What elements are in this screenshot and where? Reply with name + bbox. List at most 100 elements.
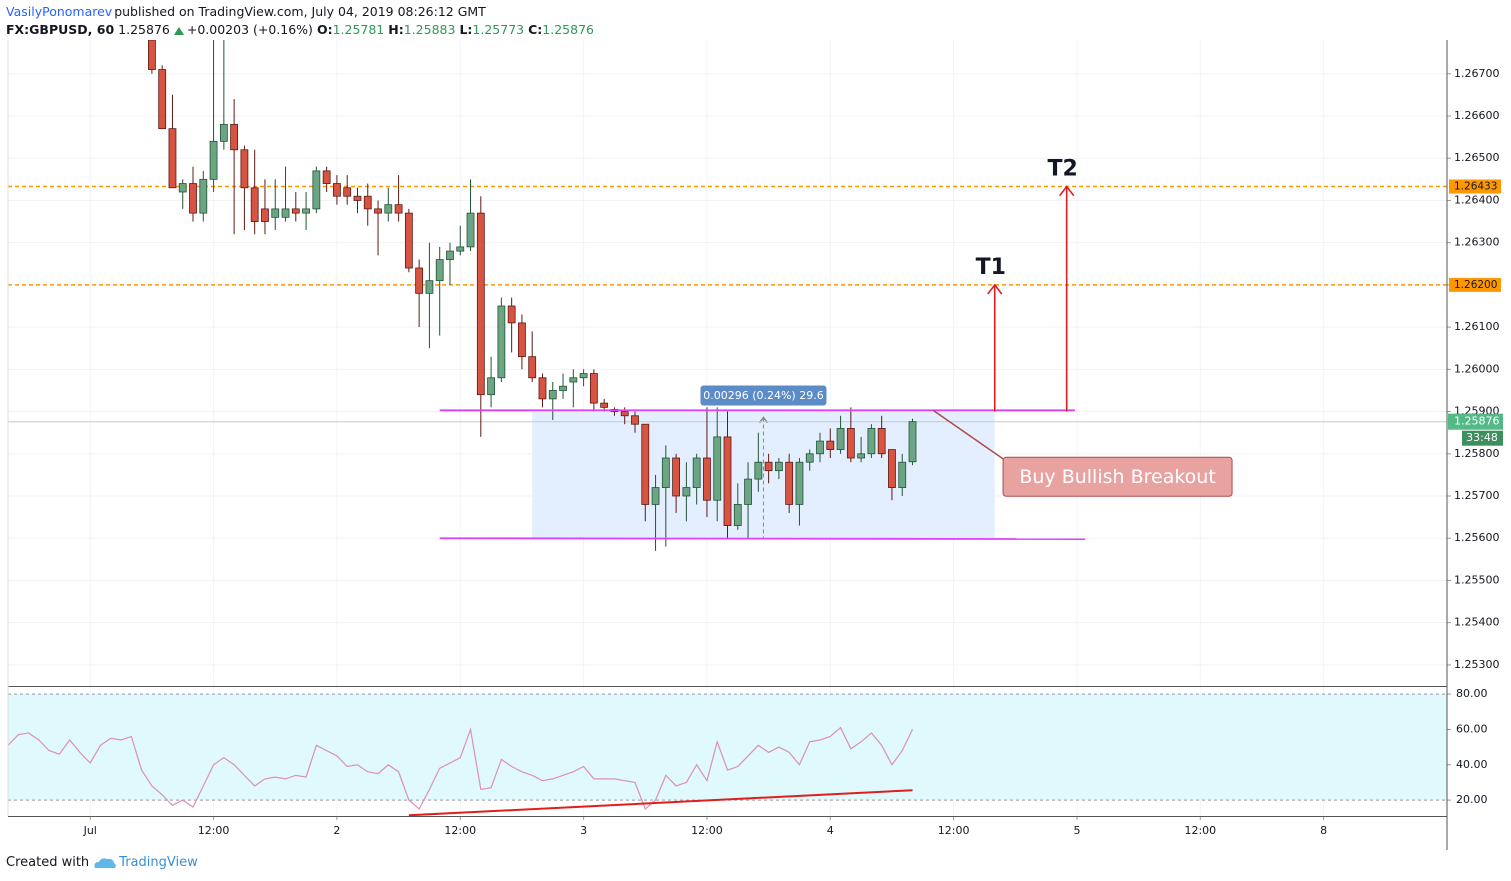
candle-body xyxy=(589,373,598,404)
candle-body xyxy=(343,187,352,197)
candle-body xyxy=(291,208,300,214)
candle-body xyxy=(600,402,609,408)
y-tick-label: 1.25400 xyxy=(1454,616,1500,629)
x-tick-label: 2 xyxy=(333,824,340,837)
y-tick-label: 1.25600 xyxy=(1454,531,1500,544)
level-tag-label: 1.26200 xyxy=(1454,279,1497,291)
candle-body xyxy=(384,204,393,214)
candle-body xyxy=(548,390,557,400)
trend-line xyxy=(439,537,1086,540)
candle-body xyxy=(744,478,752,505)
candle-body xyxy=(733,504,742,526)
candle-body xyxy=(333,183,341,197)
candle-body xyxy=(487,377,495,396)
level-tag xyxy=(1449,277,1501,292)
candle-body xyxy=(168,128,177,189)
x-tick-label: 5 xyxy=(1073,824,1080,837)
candle-body xyxy=(754,461,763,480)
candle-body xyxy=(672,457,681,497)
x-tick-label: Jul xyxy=(83,824,97,837)
countdown-label: 33:48 xyxy=(1466,431,1498,444)
candle-body xyxy=(898,461,907,488)
candle-body xyxy=(795,461,804,505)
x-tick-label: 12:00 xyxy=(444,824,476,837)
candle-body xyxy=(877,428,886,455)
candle-body xyxy=(230,124,239,151)
close-label: C: xyxy=(528,22,543,37)
candle-body xyxy=(559,385,567,391)
last-price: 1.25876 xyxy=(118,22,170,37)
candle-body xyxy=(189,183,197,214)
last-price-tag-label: 1.25876 xyxy=(1454,415,1500,428)
candle-body xyxy=(456,246,465,252)
logo-icon xyxy=(94,857,116,868)
candle-body xyxy=(302,208,310,214)
y-tick-label: 1.26300 xyxy=(1454,236,1500,249)
candle-body xyxy=(867,428,876,455)
y-tick-label: 1.26000 xyxy=(1454,362,1500,375)
x-tick-label: 12:00 xyxy=(938,824,970,837)
y-tick-label: 1.25300 xyxy=(1454,658,1500,671)
price-plot: 0.00296 (0.24%) 29.6 T1 T2 Buy Bullish Brea… xyxy=(8,40,1447,551)
candle-body xyxy=(158,69,167,130)
candle-body xyxy=(703,457,711,501)
arrow-head xyxy=(758,416,769,424)
arrow-head xyxy=(987,283,1003,295)
arrow-head xyxy=(1059,185,1075,197)
change: +0.00203 (+0.16%) xyxy=(186,22,313,37)
y-tick-label: 1.25700 xyxy=(1454,489,1500,502)
candle-body xyxy=(363,195,372,210)
rsi-band xyxy=(8,694,1447,801)
candle-body xyxy=(497,305,506,379)
candle-body xyxy=(528,356,537,379)
candle-body xyxy=(826,440,835,450)
open-label: O: xyxy=(316,22,333,37)
range-label: 0.00296 (0.24%) 29.6 xyxy=(703,389,824,402)
candle-body xyxy=(240,149,249,189)
created-with: Created with xyxy=(6,855,90,870)
candle-body xyxy=(353,195,362,201)
x-tick-label: 12:00 xyxy=(198,824,230,837)
y-tick-label: 20.00 xyxy=(1456,793,1488,806)
candle-body xyxy=(147,40,156,70)
candle-body xyxy=(250,187,259,222)
candle-body xyxy=(394,204,403,214)
candle-body xyxy=(651,487,660,505)
y-tick-label: 80.00 xyxy=(1456,687,1488,700)
candle-body xyxy=(271,208,280,218)
footer: Created with TradingView xyxy=(6,855,198,870)
candle-body xyxy=(219,124,228,142)
y-tick-label: 1.25800 xyxy=(1454,447,1500,460)
brand-link[interactable]: TradingView xyxy=(119,855,198,870)
candle-body xyxy=(774,461,783,472)
candle-body xyxy=(476,212,485,396)
candle-body xyxy=(466,212,475,248)
candle-body xyxy=(661,457,670,488)
candle-body xyxy=(281,208,290,218)
symbol-line: FX:GBPUSD, 60 1.25876 +0.00203 (+0.16%) O:1… xyxy=(6,22,598,37)
trend-line xyxy=(408,789,913,816)
candle-body xyxy=(209,140,218,180)
target-label: T1 xyxy=(976,255,1006,280)
range-label-bg xyxy=(700,385,827,406)
close-value: 1.25876 xyxy=(542,22,594,37)
y-tick-label: 1.26700 xyxy=(1454,67,1500,80)
callout-box xyxy=(1002,456,1233,497)
x-tick-label: 8 xyxy=(1320,824,1327,837)
y-tick-label: 1.26600 xyxy=(1454,109,1500,122)
symbol: FX:GBPUSD, 60 xyxy=(6,22,115,37)
x-tick-label: 12:00 xyxy=(691,824,723,837)
candle-body xyxy=(723,436,732,526)
y-tick-label: 1.26100 xyxy=(1454,320,1500,333)
candle-body xyxy=(764,461,773,472)
candle-body xyxy=(415,267,424,294)
candle-body xyxy=(322,170,331,184)
level-tag xyxy=(1449,179,1501,194)
author-link[interactable]: VasilyPonomarev xyxy=(6,4,113,19)
candle-body xyxy=(836,428,845,450)
y-tick-label: 1.25500 xyxy=(1454,573,1500,586)
candle-body xyxy=(569,377,578,383)
candle-body xyxy=(538,377,547,400)
candle-body xyxy=(425,280,434,294)
candle-body xyxy=(908,421,917,463)
